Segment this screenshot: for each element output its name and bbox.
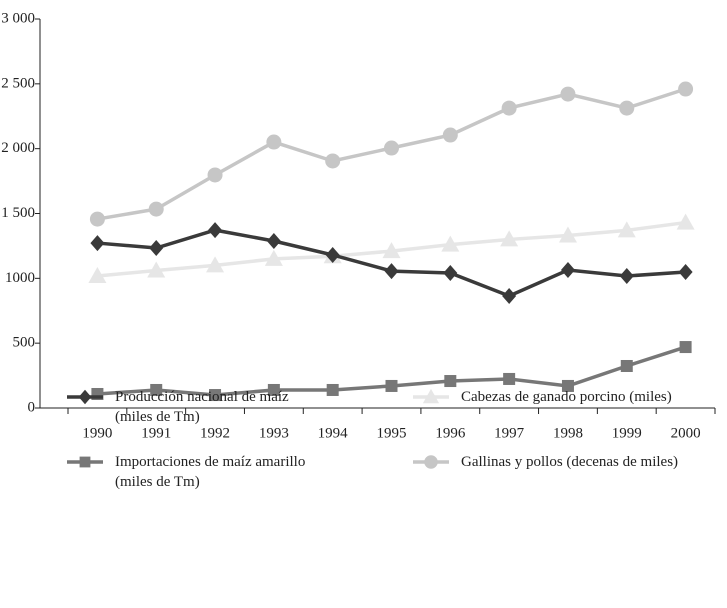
marker <box>500 230 519 247</box>
marker <box>382 242 401 259</box>
marker <box>264 249 283 266</box>
marker <box>678 263 693 280</box>
marker <box>150 383 163 396</box>
marker <box>207 167 223 183</box>
marker <box>147 261 166 278</box>
legend-label: Cabezas de ganado porcino (miles) <box>461 389 672 405</box>
marker <box>560 86 576 102</box>
legend-marker <box>79 456 91 468</box>
marker <box>325 153 341 169</box>
legend-marker <box>422 388 440 404</box>
marker <box>619 100 635 116</box>
legend-marker <box>78 389 92 405</box>
marker <box>442 127 458 143</box>
x-tick-label: 1995 <box>377 425 407 441</box>
marker <box>619 267 634 284</box>
marker <box>266 232 281 249</box>
x-tick-label: 1994 <box>318 425 349 441</box>
marker <box>560 262 575 279</box>
marker <box>148 201 164 217</box>
marker <box>561 379 574 392</box>
marker <box>617 221 636 238</box>
marker <box>620 359 633 372</box>
marker <box>89 211 105 227</box>
y-tick-label: 1000 <box>5 270 35 286</box>
marker <box>678 81 694 97</box>
y-tick-label: 2 000 <box>1 140 35 156</box>
marker <box>266 134 282 150</box>
marker <box>679 341 692 354</box>
marker <box>502 287 517 304</box>
x-tick-label: 1997 <box>494 425 525 441</box>
marker <box>326 383 339 396</box>
x-tick-label: 1990 <box>82 425 112 441</box>
marker <box>208 222 223 239</box>
marker <box>385 379 398 392</box>
marker <box>88 266 107 283</box>
marker <box>90 235 105 252</box>
y-tick-label: 1 500 <box>1 205 35 221</box>
x-tick-label: 2000 <box>671 425 701 441</box>
marker <box>501 100 517 116</box>
legend-label: Gallinas y pollos (decenas de miles) <box>461 454 679 470</box>
marker <box>443 265 458 282</box>
series-line <box>97 228 686 298</box>
marker <box>206 256 225 273</box>
x-tick-label: 1993 <box>259 425 289 441</box>
legend-label: Producción nacional de maíz (miles de Tm… <box>115 389 289 425</box>
marker <box>149 239 164 256</box>
marker <box>558 226 577 243</box>
y-tick-label: 500 <box>13 335 36 351</box>
marker <box>444 375 457 388</box>
marker <box>267 383 280 396</box>
legend-marker <box>424 455 438 469</box>
marker <box>384 263 399 280</box>
marker <box>384 140 399 156</box>
x-tick-label: 1996 <box>435 425 466 441</box>
marker <box>503 372 516 385</box>
marker <box>209 389 222 402</box>
marker <box>325 246 340 263</box>
y-tick-label: 0 <box>28 399 36 415</box>
y-tick-label: 2 500 <box>1 75 35 91</box>
y-tick-label: 3 000 <box>1 10 35 26</box>
legend-label: Importaciones de maíz amarillo (miles de… <box>115 454 306 490</box>
x-tick-label: 1991 <box>141 425 171 441</box>
x-tick-label: 1998 <box>553 425 583 441</box>
marker <box>676 213 695 230</box>
x-tick-label: 1999 <box>612 425 642 441</box>
x-tick-label: 1992 <box>200 425 230 441</box>
marker <box>441 235 460 252</box>
